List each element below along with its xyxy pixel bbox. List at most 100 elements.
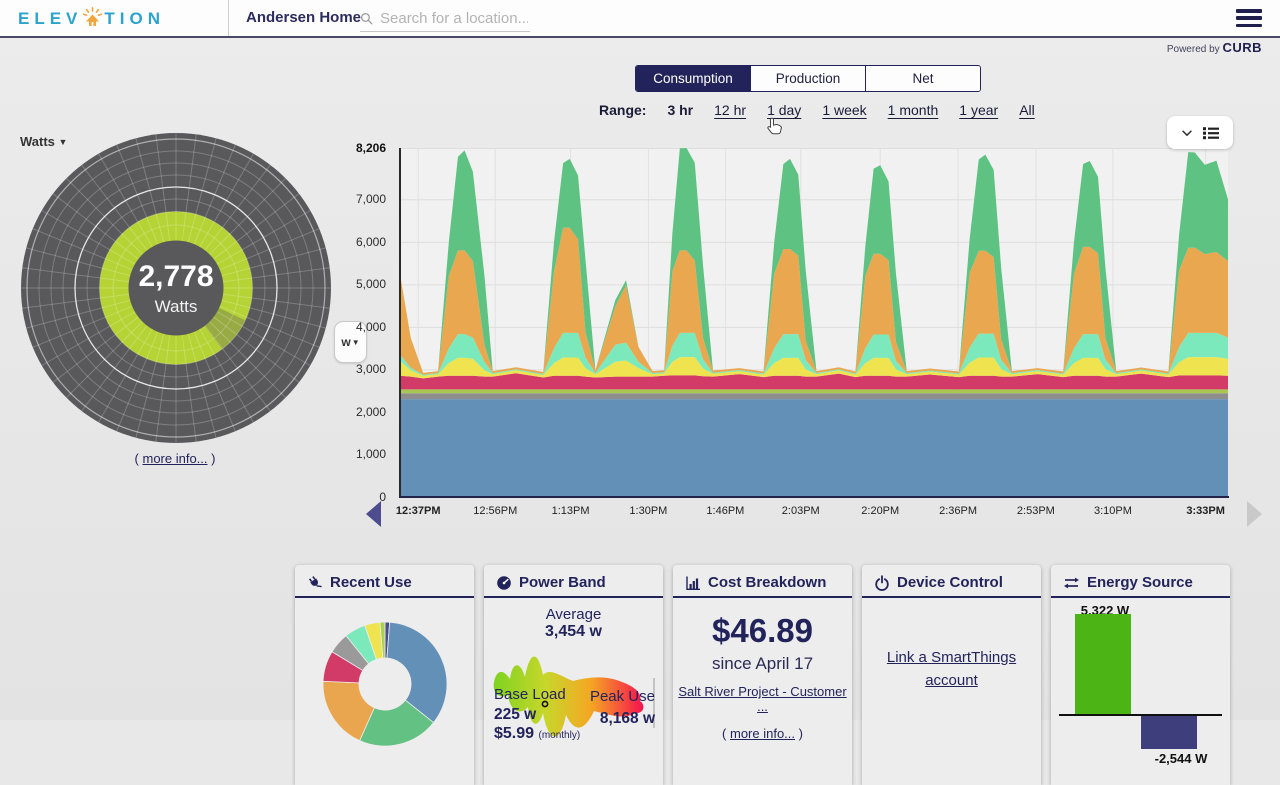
x-tick-label: 12:56PM [473,505,518,517]
chart-unit-button[interactable]: w ▼ [334,321,367,363]
range-12-hr[interactable]: 12 hr [714,102,747,118]
range-1-year[interactable]: 1 year [959,102,999,118]
range-label: Range: [599,102,647,118]
gauge-unit: Watts [155,297,198,316]
powered-by: Powered by CURB [1166,40,1262,55]
energy-source-card: Energy Source 5,322 W -2,544 W [1051,565,1230,785]
smartthings-link[interactable]: Link a SmartThings account [886,649,1017,690]
swap-arrows-icon [1064,577,1079,588]
power-gauge[interactable]: 2,778 Watts [20,132,332,444]
x-tick-label: 1:30PM [629,505,668,517]
logo-text-left: ELEV [18,8,83,28]
y-tick-label: 0 [379,490,386,504]
curb-brand: CURB [1222,40,1262,55]
energy-axis [1059,714,1222,716]
legend-list-button[interactable] [1202,125,1220,141]
grid-export-value: -2,544 W [1154,751,1208,767]
series-mint [400,332,1228,376]
series-orange [400,227,1228,375]
range-1-day[interactable]: 1 day [767,102,802,118]
range-3-hr[interactable]: 3 hr [667,102,694,118]
y-tick-label: 5,000 [355,277,386,292]
pan-left-arrow[interactable] [366,501,381,527]
power-band-average: Average 3,454 w [545,606,602,640]
tab-production[interactable]: Production [750,66,865,91]
y-tick-label: 2,000 [355,404,386,419]
y-tick-label: 1,000 [355,447,386,462]
y-tick-label: 4,000 [355,319,386,334]
y-axis [399,148,401,498]
production-bar[interactable] [1075,614,1131,714]
consumption-stacked-area-chart[interactable] [400,148,1228,497]
y-tick-label: 8,206 [355,141,386,155]
house-icon [83,7,103,26]
device-control-header: Device Control [862,565,1041,598]
bar-chart-icon [686,576,700,590]
recent-use-card: Recent Use [295,565,474,785]
power-band-card: Power Band Average 3,454 w Base Load 225… [484,565,663,785]
location-search[interactable] [360,5,530,32]
gauge-icon [497,575,511,590]
x-axis-labels: 12:37PM 12:56PM 1:13PM 1:30PM 1:46PM 2:03PM 2:… [396,505,1228,521]
y-tick-label: 7,000 [355,192,386,207]
x-axis [399,496,1229,498]
collapse-chart-button[interactable] [1180,126,1194,140]
recent-use-donut-chart[interactable] [305,602,465,768]
y-tick-label: 6,000 [355,234,386,249]
x-tick-label: 2:20PM [861,505,900,517]
x-tick-label: 2:03PM [781,505,820,517]
chevron-down-icon: ▼ [351,337,360,347]
dashboard: ELEV TION Andersen Home [0,0,1280,767]
y-axis-labels: 8,206 7,000 6,000 5,000 4,000 3,000 2,000 1,000… [328,141,392,504]
range-1-month[interactable]: 1 month [887,102,939,118]
location-name[interactable]: Andersen Home [246,9,362,26]
mouse-cursor-icon [767,117,782,135]
recent-use-header: Recent Use [295,565,474,598]
range-all[interactable]: All [1019,102,1035,118]
header-divider [228,0,229,36]
x-tick-label: 1:13PM [551,505,590,517]
range-selector: Range: 3 hr 12 hr 1 day 1 week 1 month 1 year A… [599,102,1035,118]
y-tick-label: 3,000 [355,362,386,377]
series-yellow [400,357,1228,379]
series-blue [400,399,1228,497]
x-tick-label: 3:33PM [1186,505,1225,517]
list-icon [1203,126,1219,139]
energy-source-chart: 5,322 W -2,544 W [1051,598,1230,778]
logo-text-right: TION [104,8,166,28]
plug-icon [308,575,323,588]
range-1-week[interactable]: 1 week [822,102,867,118]
power-band-peak-use: Peak Use 8,168 w [589,688,655,727]
x-tick-label: 12:37PM [395,505,441,517]
view-tabs: Consumption Production Net [635,65,981,92]
elevation-logo: ELEV TION [18,7,165,30]
power-band-body: Average 3,454 w Base Load 225 w $5.99 (m… [484,598,663,768]
tab-consumption[interactable]: Consumption [636,66,750,91]
search-input[interactable] [378,8,530,28]
power-band-header: Power Band [484,565,663,598]
donut-segment-lightgreen[interactable] [379,621,385,659]
cost-amount: $46.89 [712,612,813,649]
gauge-more-info-link[interactable]: ( more info... ) [134,451,216,466]
pan-right-arrow[interactable] [1247,501,1262,527]
cost-breakdown-header: Cost Breakdown [673,565,852,598]
tab-net[interactable]: Net [865,66,980,91]
series-olive [400,389,1228,394]
x-tick-label: 1:46PM [706,505,745,517]
cost-breakdown-card: Cost Breakdown $46.89 since April 17 Sal… [673,565,852,785]
series-crimson [400,373,1228,390]
power-band-base-load: Base Load 225 w $5.99 (monthly) [494,686,581,743]
grid-export-bar[interactable] [1141,716,1197,750]
chevron-down-icon: ▼ [58,137,68,147]
utility-provider-link[interactable]: Salt River Project - Customer ... [678,684,847,714]
cost-more-info-link[interactable]: ( more info... ) [722,726,803,741]
chevron-down-icon [1182,129,1192,136]
x-tick-label: 2:53PM [1016,505,1055,517]
menu-icon[interactable] [1236,9,1262,27]
cost-since-date: since April 17 [711,654,814,673]
gauge-unit-dropdown[interactable]: Watts ▼ [20,134,68,149]
energy-source-header: Energy Source [1051,565,1230,598]
donut-segment-blue[interactable] [386,621,447,724]
chart-menu [1167,116,1233,149]
search-icon [360,12,373,24]
